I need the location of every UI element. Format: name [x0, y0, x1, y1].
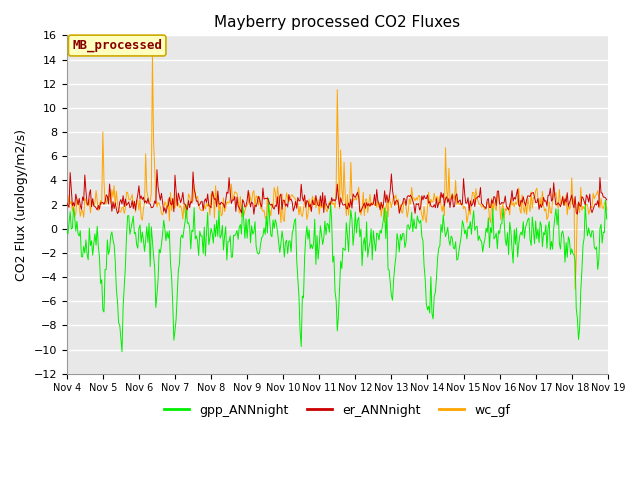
Line: wc_gf: wc_gf: [67, 53, 607, 289]
Line: gpp_ANNnight: gpp_ANNnight: [67, 198, 607, 352]
Legend: gpp_ANNnight, er_ANNnight, wc_gf: gpp_ANNnight, er_ANNnight, wc_gf: [159, 398, 515, 421]
er_ANNnight: [153, 167, 161, 173]
gpp_ANNnight: [393, 231, 401, 237]
gpp_ANNnight: [63, 227, 70, 232]
wc_gf: [603, 207, 611, 213]
er_ANNnight: [462, 200, 470, 206]
wc_gf: [232, 190, 240, 195]
gpp_ANNnight: [265, 195, 273, 201]
er_ANNnight: [63, 200, 70, 205]
er_ANNnight: [250, 211, 258, 217]
wc_gf: [554, 205, 562, 211]
er_ANNnight: [367, 200, 375, 206]
Line: er_ANNnight: er_ANNnight: [67, 170, 607, 214]
er_ANNnight: [232, 208, 240, 214]
er_ANNnight: [393, 197, 401, 203]
Y-axis label: CO2 Flux (urology/m2/s): CO2 Flux (urology/m2/s): [15, 129, 28, 280]
gpp_ANNnight: [118, 349, 126, 355]
wc_gf: [148, 50, 156, 56]
gpp_ANNnight: [603, 216, 611, 222]
wc_gf: [572, 286, 579, 292]
wc_gf: [63, 201, 70, 206]
er_ANNnight: [293, 205, 301, 211]
gpp_ANNnight: [293, 258, 301, 264]
gpp_ANNnight: [462, 227, 470, 233]
Title: Mayberry processed CO2 Fluxes: Mayberry processed CO2 Fluxes: [214, 15, 460, 30]
wc_gf: [366, 192, 374, 197]
wc_gf: [461, 204, 468, 209]
wc_gf: [392, 192, 400, 198]
wc_gf: [292, 196, 300, 202]
Text: MB_processed: MB_processed: [72, 39, 162, 52]
gpp_ANNnight: [232, 231, 240, 237]
gpp_ANNnight: [556, 240, 563, 246]
gpp_ANNnight: [367, 226, 375, 231]
er_ANNnight: [603, 197, 611, 203]
er_ANNnight: [556, 202, 563, 207]
